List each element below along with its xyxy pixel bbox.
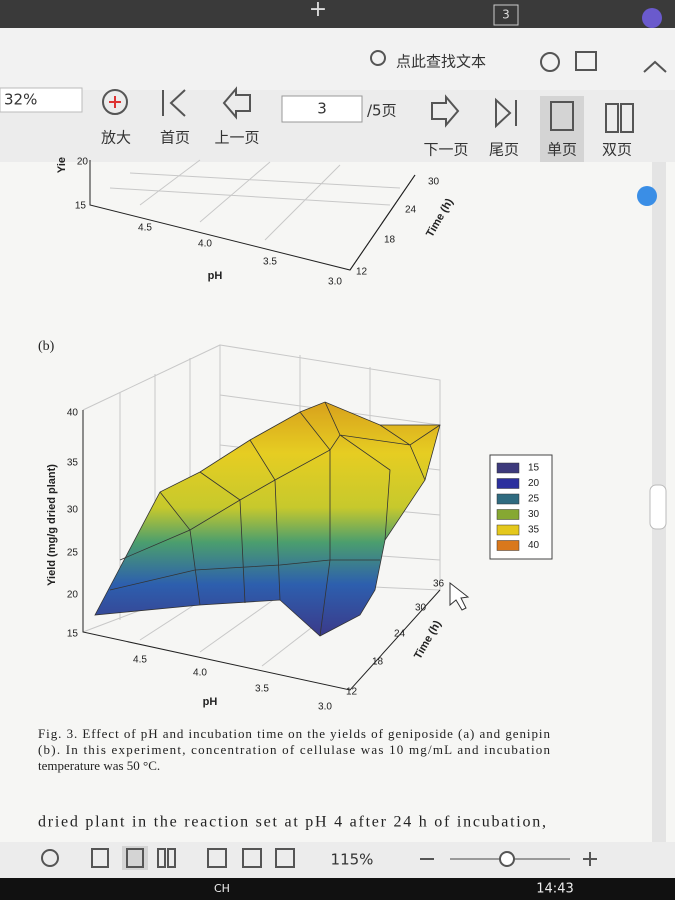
toolbar-button-label[interactable]: 双页 bbox=[602, 141, 632, 159]
toolbar-button-label[interactable]: 首页 bbox=[160, 129, 190, 147]
scroll-thumb[interactable] bbox=[649, 484, 667, 530]
ph-tick: 4.5 bbox=[133, 655, 147, 666]
translate-badge[interactable] bbox=[637, 186, 657, 206]
z-tick: 30 bbox=[67, 505, 79, 516]
caption-line: Fig. 3. Effect of pH and incubation time… bbox=[38, 726, 550, 741]
collapse-icon[interactable] bbox=[643, 60, 667, 73]
legend-label: 20 bbox=[528, 478, 540, 489]
search-bar bbox=[0, 28, 675, 90]
ph-tick: 3.5 bbox=[263, 257, 277, 268]
ph-label: pH bbox=[208, 270, 223, 282]
page-total: /5页 bbox=[367, 102, 397, 120]
scroll-mode-icon[interactable] bbox=[91, 848, 109, 868]
actual-size-icon[interactable] bbox=[207, 848, 227, 868]
zoom-thumb[interactable] bbox=[499, 851, 515, 867]
toolbar-button-label[interactable]: 放大 bbox=[101, 129, 131, 147]
taskbar bbox=[0, 878, 675, 900]
page-input-value: 3 bbox=[317, 100, 327, 118]
avatar[interactable] bbox=[642, 8, 662, 28]
last-page-icon[interactable] bbox=[495, 97, 517, 129]
first-page-icon[interactable] bbox=[162, 89, 186, 117]
zoom-box[interactable] bbox=[0, 87, 83, 113]
toolbar-button-label[interactable]: 上一页 bbox=[214, 129, 259, 147]
z-axis-label: Yie bbox=[56, 157, 68, 173]
legend-swatch bbox=[496, 462, 520, 474]
legend-swatch bbox=[496, 493, 520, 505]
legend-swatch bbox=[496, 540, 520, 551]
legend-label: 15 bbox=[528, 463, 540, 474]
two-page-icon[interactable] bbox=[157, 848, 166, 868]
toolbar-button-label[interactable]: 下一页 bbox=[423, 141, 468, 159]
zoom-in-icon[interactable] bbox=[102, 89, 128, 115]
clock: 14:43 bbox=[536, 882, 573, 897]
zoom-in[interactable] bbox=[583, 852, 597, 866]
next-page-icon[interactable] bbox=[431, 94, 460, 128]
z-tick: 35 bbox=[67, 458, 79, 469]
ph-tick: 3.0 bbox=[318, 702, 332, 713]
legend-label: 35 bbox=[528, 525, 540, 536]
page-mode-icon[interactable] bbox=[126, 848, 144, 868]
time-tick: 30 bbox=[415, 603, 427, 614]
z-tick: 15 bbox=[67, 629, 79, 640]
search-icon[interactable] bbox=[370, 50, 386, 66]
page-input[interactable] bbox=[281, 95, 363, 123]
z-tick: 40 bbox=[67, 408, 79, 419]
tab-counter[interactable] bbox=[493, 4, 519, 26]
ph-tick: 4.5 bbox=[138, 223, 152, 234]
legend-swatch bbox=[496, 509, 520, 520]
ph-label: pH bbox=[203, 696, 218, 708]
time-tick: 30 bbox=[428, 177, 440, 188]
single-page-icon[interactable] bbox=[550, 101, 574, 131]
zoom-value: 32% bbox=[4, 91, 37, 109]
zoom-level[interactable]: 115% bbox=[331, 851, 374, 869]
search-placeholder[interactable]: 点此查找文本 bbox=[396, 53, 486, 71]
new-tab[interactable]: + bbox=[309, 0, 327, 22]
tab-count: 3 bbox=[502, 8, 510, 22]
figure-b: (b) 40 35 30 25 20 15 Yield (mg/g dried … bbox=[38, 339, 553, 713]
z-tick: 20 bbox=[67, 590, 79, 601]
time-tick: 24 bbox=[394, 629, 406, 640]
ph-tick: 4.0 bbox=[198, 239, 212, 250]
tab-bar bbox=[0, 0, 675, 28]
time-tick: 12 bbox=[346, 687, 358, 698]
panel-label: (b) bbox=[38, 339, 55, 354]
time-tick: 12 bbox=[356, 267, 368, 278]
settings-icon[interactable] bbox=[540, 52, 560, 72]
comment-icon[interactable] bbox=[575, 51, 597, 71]
time-tick: 18 bbox=[384, 235, 396, 246]
time-tick: 24 bbox=[405, 205, 417, 216]
z-tick: 25 bbox=[67, 548, 79, 559]
legend-label: 25 bbox=[528, 494, 540, 505]
input-method[interactable]: CH bbox=[214, 882, 230, 895]
z-tick: 20 bbox=[77, 157, 89, 168]
prev-page-icon[interactable] bbox=[222, 86, 251, 120]
legend-label: 40 bbox=[528, 540, 540, 551]
z-axis-label: Yield (mg/g dried plant) bbox=[46, 464, 58, 586]
legend-swatch bbox=[496, 478, 520, 489]
ph-tick: 3.0 bbox=[328, 277, 342, 288]
time-tick: 18 bbox=[372, 657, 384, 668]
toolbar-button-label[interactable]: 单页 bbox=[547, 141, 577, 159]
z-tick: 15 bbox=[75, 201, 87, 212]
legend-swatch bbox=[496, 524, 520, 536]
toolbar-button-label[interactable]: 尾页 bbox=[489, 141, 519, 159]
caption-line: temperature was 50 °C. bbox=[38, 758, 160, 773]
time-tick: 36 bbox=[433, 579, 445, 590]
surface bbox=[94, 401, 441, 637]
fit-page-icon[interactable] bbox=[242, 848, 262, 868]
ph-tick: 4.0 bbox=[193, 668, 207, 679]
ph-tick: 3.5 bbox=[255, 684, 269, 695]
fit-width-icon[interactable] bbox=[275, 848, 295, 868]
cursor bbox=[449, 581, 470, 611]
double-page-icon[interactable] bbox=[605, 103, 619, 133]
legend-label: 30 bbox=[528, 509, 540, 520]
eye-icon[interactable] bbox=[41, 849, 59, 867]
